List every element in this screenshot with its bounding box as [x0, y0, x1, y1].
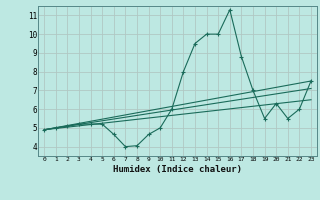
- X-axis label: Humidex (Indice chaleur): Humidex (Indice chaleur): [113, 165, 242, 174]
